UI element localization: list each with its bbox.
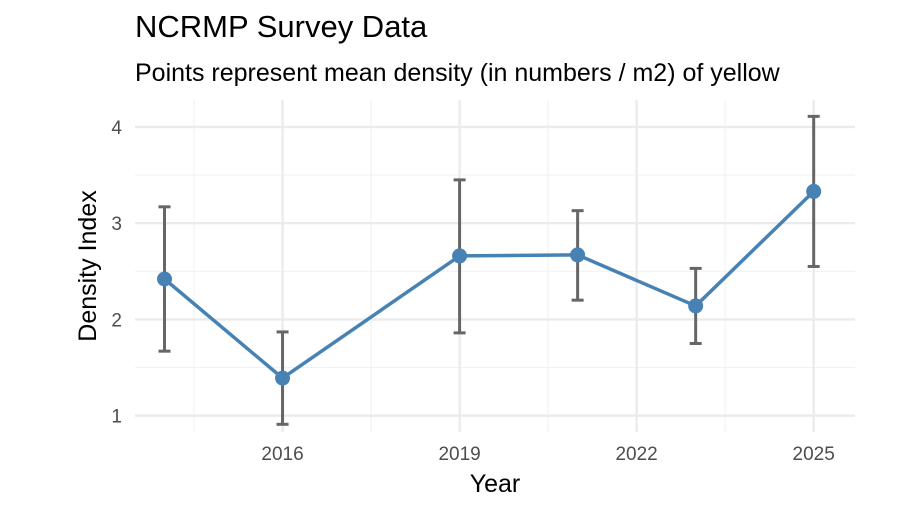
y-tick-label: 3 xyxy=(111,214,122,235)
y-tick-label: 2 xyxy=(111,310,122,331)
data-point xyxy=(570,247,586,263)
data-point xyxy=(275,370,291,386)
x-tick-label: 2025 xyxy=(793,444,835,465)
x-tick-label: 2022 xyxy=(615,444,657,465)
data-point xyxy=(806,183,822,199)
plot-panel: 2016 2019 2022 2025 1 2 3 4 xyxy=(111,100,855,465)
data-point xyxy=(157,271,173,287)
y-axis-title: Density Index xyxy=(74,190,102,342)
data-point xyxy=(452,248,468,264)
x-tick-label: 2016 xyxy=(261,444,303,465)
data-point xyxy=(688,298,704,314)
x-tick-label: 2019 xyxy=(438,444,480,465)
y-tick-label: 1 xyxy=(111,407,122,428)
y-tick-label: 4 xyxy=(111,118,122,139)
chart-subtitle: Points represent mean density (in number… xyxy=(135,59,781,87)
chart-title: NCRMP Survey Data xyxy=(135,9,428,44)
series-line xyxy=(163,190,815,380)
x-axis-title: Year xyxy=(470,470,521,498)
